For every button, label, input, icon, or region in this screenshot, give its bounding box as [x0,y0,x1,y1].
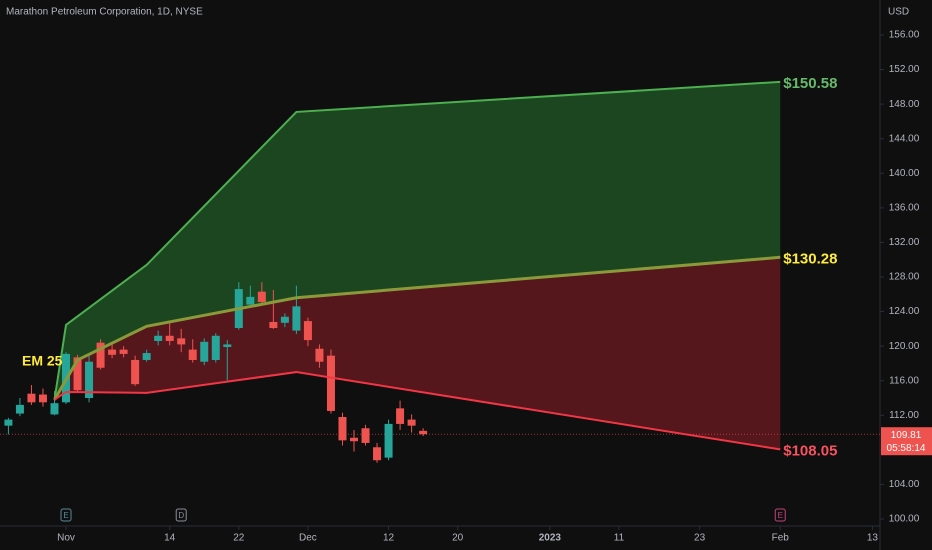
candle-body [269,321,278,328]
x-tick-label: 11 [614,533,625,544]
currency: USD [888,7,909,18]
candle-body [200,341,209,362]
y-tick-label: 128.00 [889,272,920,283]
x-tick-label: 13 [867,533,879,544]
candle-body [326,355,335,411]
candle-body [384,423,393,458]
countdown: 05:58:14 [887,443,926,454]
candle-body [119,349,128,354]
candle-body [38,394,47,403]
value-label: $130.28 [783,250,837,267]
candle-body [361,428,370,443]
x-tick-label: 12 [383,533,395,544]
candle-body [4,419,13,426]
event-icon [774,508,786,522]
candle-body [188,349,197,360]
y-tick-label: 140.00 [889,168,920,179]
candle-body [303,321,312,341]
candle-body [223,344,232,348]
candle-body [142,353,151,360]
annotation: EM 25 [22,353,63,369]
candle-body [73,357,82,391]
candle-body [177,338,186,345]
lower-area [54,257,781,450]
candle-body [373,447,382,461]
event-label: E [63,511,68,520]
price-tag [881,427,932,456]
y-tick-label: 156.00 [889,30,920,41]
y-tick-label: 104.00 [889,479,920,490]
chart-title: Marathon Petroleum Corporation, 1D, NYSE [6,7,203,18]
band-line [53,80,781,400]
candle-body [292,306,301,331]
event-icon [175,508,187,522]
candle-body [211,335,220,360]
y-tick-label: 144.00 [889,133,920,144]
value-label: $108.05 [783,442,837,459]
y-tick-label: 120.00 [889,341,920,352]
x-tick-label: 20 [452,533,464,544]
x-tick-label: Feb [772,533,790,544]
x-tick-label: 22 [233,533,245,544]
y-tick-label: 136.00 [889,202,920,213]
x-tick-label: 23 [694,533,706,544]
value-label: $150.58 [783,75,837,92]
event-icon [60,508,72,522]
y-tick-label: 148.00 [889,99,920,110]
candle-body [257,291,266,303]
y-tick-label: 132.00 [889,237,920,248]
candle-body [108,349,117,355]
y-tick-label: 100.00 [889,514,920,525]
candle-body [350,437,359,442]
y-tick-label: 116.00 [889,375,919,386]
candle-body [338,417,347,441]
candle-body [96,342,105,368]
x-tick-label: 2023 [539,533,562,544]
event-label: D [178,511,184,520]
y-tick-label: 152.00 [889,64,920,75]
band-line [53,371,781,451]
x-tick-label: Nov [57,533,75,544]
upper-area [54,81,781,400]
event-label: E [778,511,783,520]
candle-body [315,348,324,362]
y-tick-label: 124.00 [889,306,920,317]
candle-body [27,393,36,403]
candle-body [165,335,174,341]
x-tick-label: Dec [299,533,317,544]
y-tick-label: 112.00 [889,410,919,421]
candle-body [280,316,289,323]
band-line [53,255,781,401]
candle-body [407,419,416,426]
candle-body [396,408,405,424]
candle-body [419,430,428,435]
candle-body [15,404,24,414]
candle-body [246,296,255,305]
x-tick-label: 14 [164,533,176,544]
candle-body [154,335,163,341]
candle-body [50,403,59,415]
price-tag-label: 109.81 [891,430,922,441]
candle-body [85,361,94,399]
candle-body [131,359,140,385]
